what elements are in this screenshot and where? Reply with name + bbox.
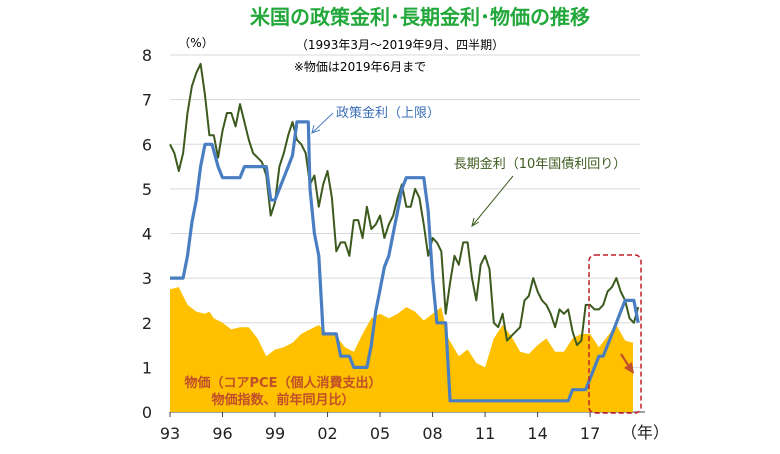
x-tick-label: 11 xyxy=(475,424,495,443)
price-label-line1: 物価（コアPCE（個人消費支出） xyxy=(185,375,382,391)
x-tick-label: 99 xyxy=(265,424,285,443)
y-tick-label: 6 xyxy=(142,135,152,154)
x-tick-label: 05 xyxy=(370,424,390,443)
x-tick-label: 96 xyxy=(212,424,232,443)
policy-rate-line xyxy=(170,120,640,403)
highlight-box xyxy=(588,254,642,414)
price-label-line2: 物価指数、前年同月比） xyxy=(211,392,354,408)
policy-pointer-line xyxy=(311,112,334,134)
chart-subtitle: （1993年3月～2019年9月、四半期） xyxy=(296,38,504,52)
x-tick-label: 08 xyxy=(422,424,442,443)
policy-rate-label: 政策金利（上限） xyxy=(336,105,440,121)
x-tick-label: 17 xyxy=(580,424,600,443)
x-tick-labels: 93 96 99 02 05 08 11 14 17 xyxy=(160,412,600,443)
y-tick-label: 7 xyxy=(142,91,152,110)
y-tick-label: 3 xyxy=(142,269,152,288)
y-tick-label: 1 xyxy=(142,358,152,377)
x-tick-label: 93 xyxy=(160,424,180,443)
long-rate-label: 長期金利（10年国債利回り） xyxy=(454,156,627,172)
price-area xyxy=(170,287,633,412)
y-tick-label: 5 xyxy=(142,180,152,199)
x-axis-unit: （年） xyxy=(621,423,669,442)
policy-pointer-head xyxy=(311,124,321,134)
y-tick-label: 4 xyxy=(142,225,152,244)
y-tick-label: 2 xyxy=(142,314,152,333)
series-lines-layer xyxy=(169,62,640,403)
y-axis-unit: （%） xyxy=(178,36,213,50)
price-area-layer xyxy=(170,287,633,412)
annotations xyxy=(311,112,642,414)
long-rate-line xyxy=(169,62,640,347)
price-arrow-head xyxy=(624,362,634,374)
chart-title: 米国の政策金利･長期金利･物価の推移 xyxy=(250,5,590,29)
chart-note: ※物価は2019年6月まで xyxy=(294,60,426,74)
y-tick-labels: 0 1 2 3 4 5 6 7 8 xyxy=(142,46,152,422)
long-pointer-line xyxy=(471,175,514,227)
long-pointer-head xyxy=(471,217,480,228)
x-tick-label: 02 xyxy=(317,424,337,443)
y-tick-label: 8 xyxy=(142,46,152,65)
x-tick-label: 14 xyxy=(527,424,547,443)
y-tick-label: 0 xyxy=(142,403,152,422)
